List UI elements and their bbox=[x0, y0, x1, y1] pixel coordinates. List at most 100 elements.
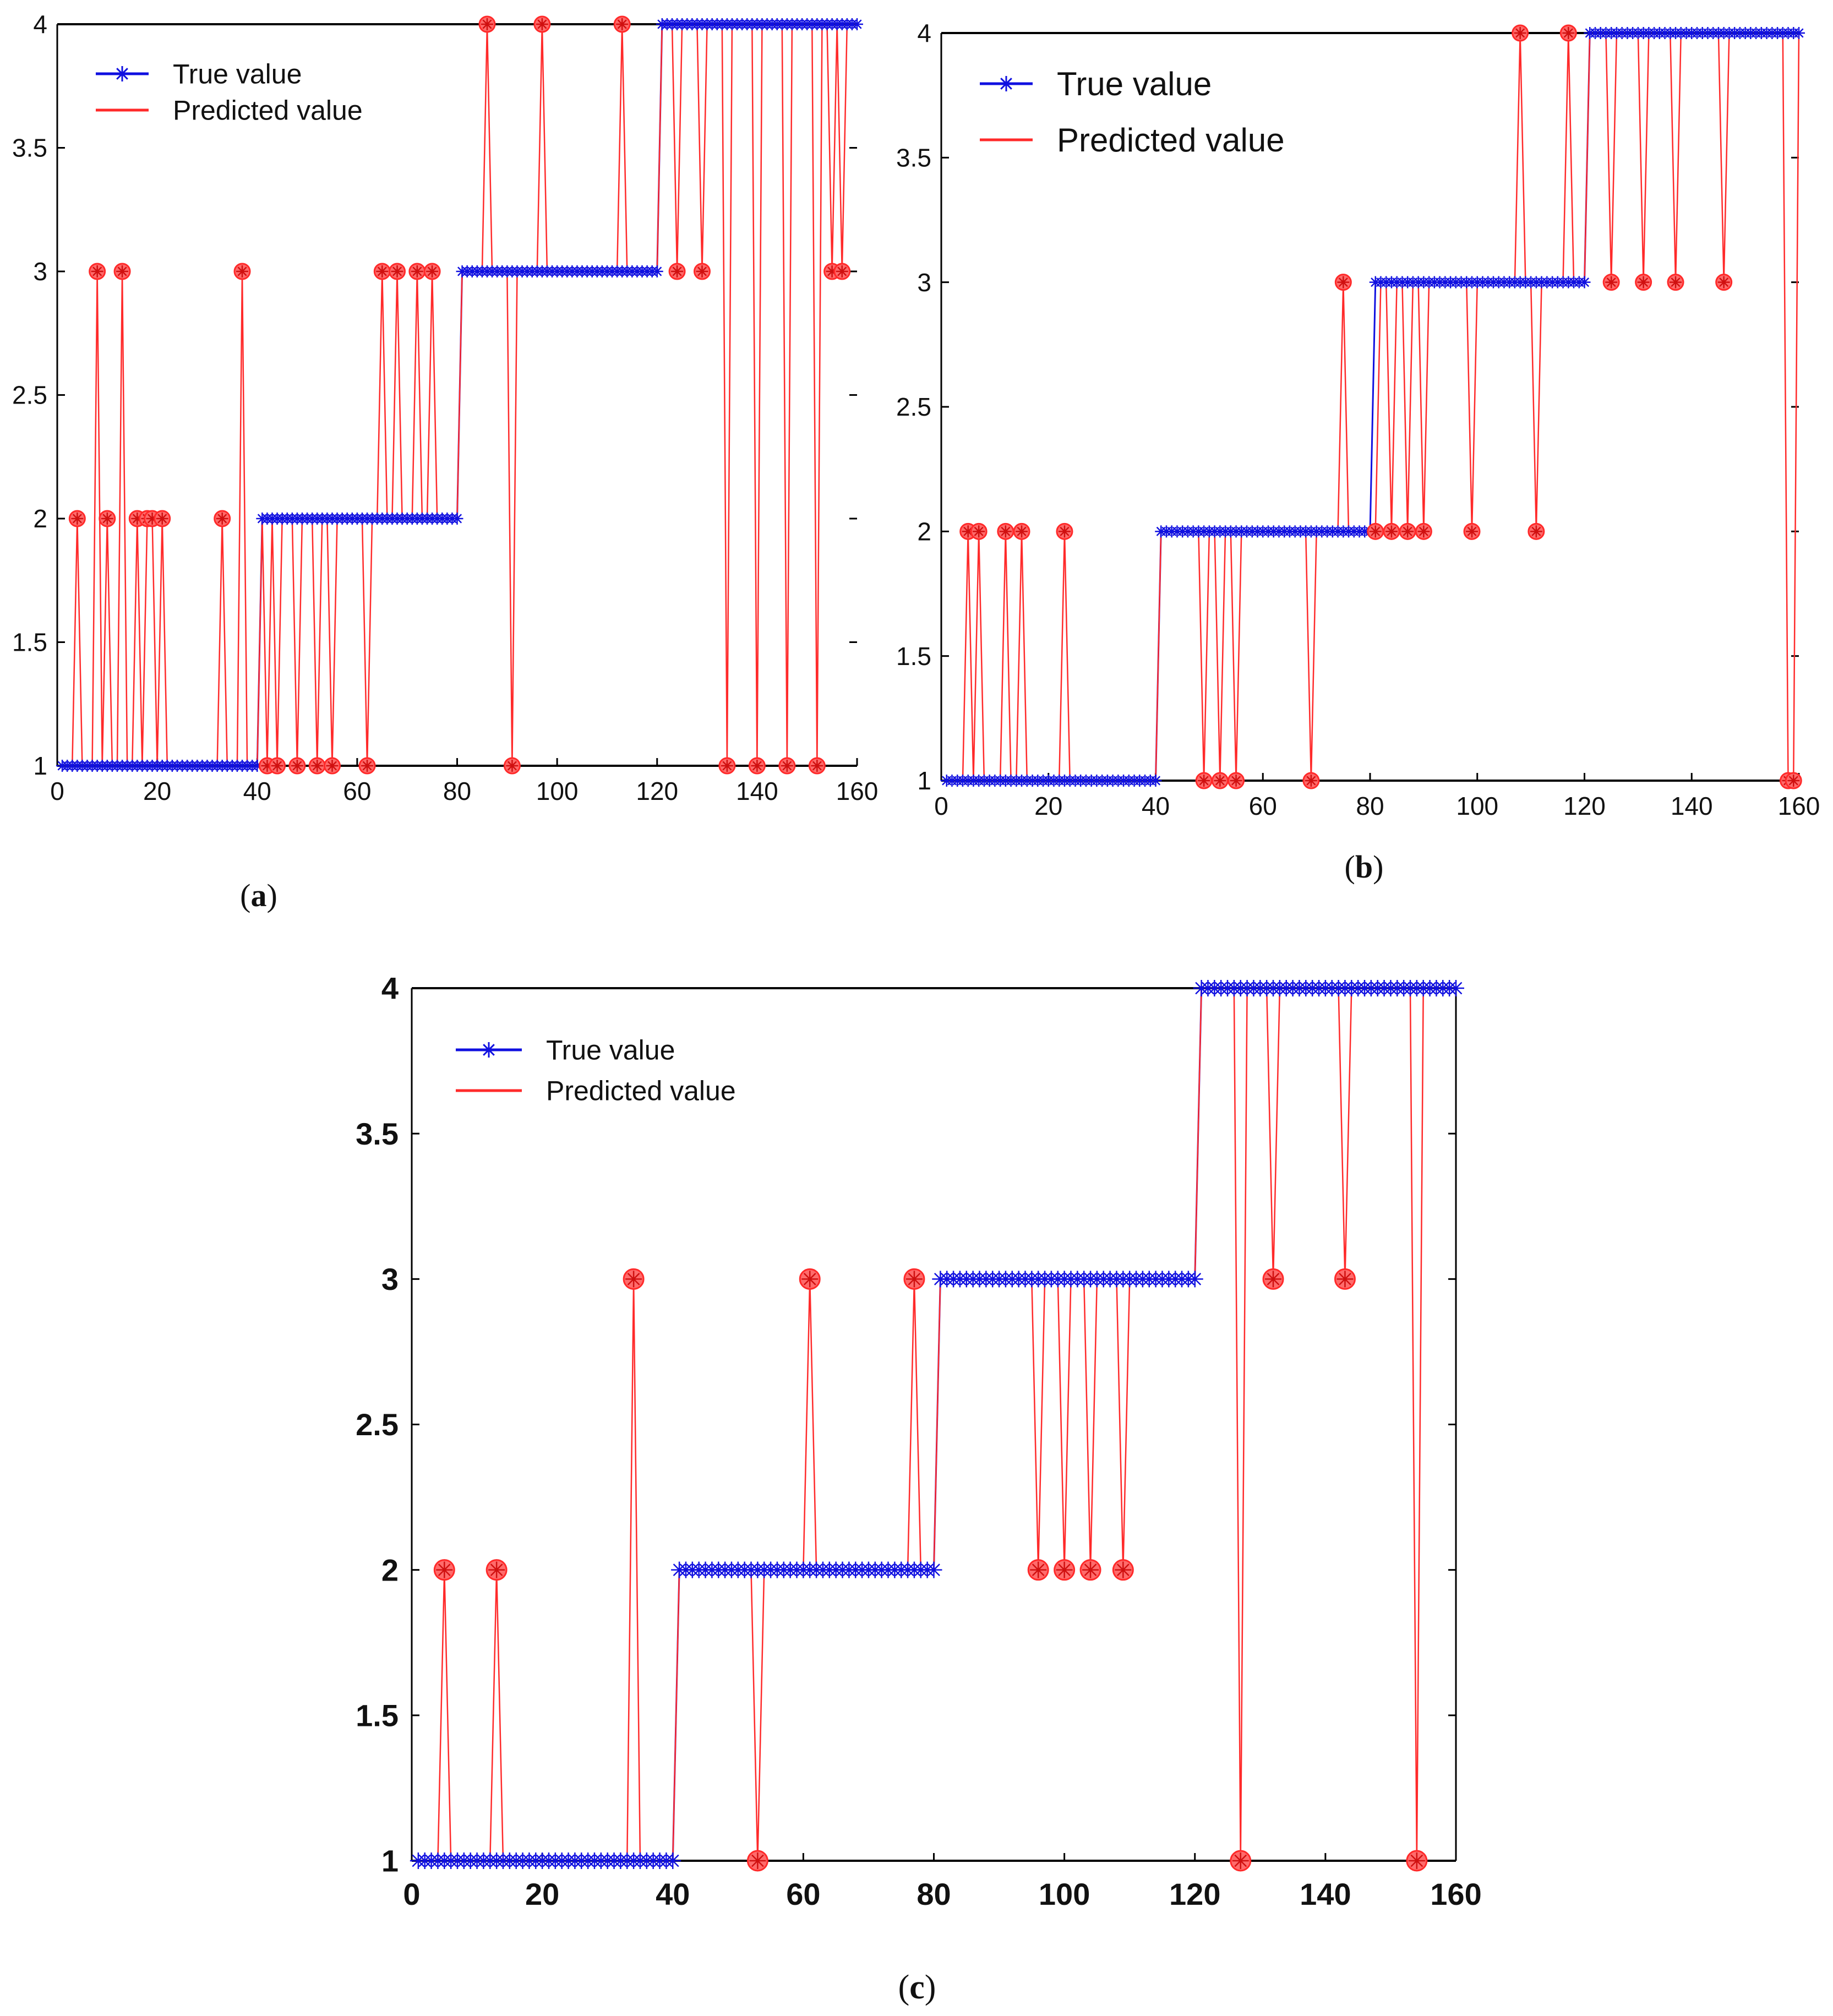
predicted-point bbox=[423, 263, 441, 280]
y-tick-label: 2.5 bbox=[356, 1407, 399, 1442]
true-value-point bbox=[651, 265, 663, 277]
x-tick-label: 20 bbox=[143, 777, 171, 805]
predicted-point bbox=[503, 757, 521, 775]
predicted-markers bbox=[433, 1268, 1428, 1872]
true-value-point bbox=[925, 1561, 942, 1578]
true-value-point bbox=[664, 1852, 681, 1869]
legend-true-marker bbox=[481, 1042, 497, 1058]
panel-title-c: (c) bbox=[898, 1969, 936, 2006]
predicted-point bbox=[1512, 24, 1529, 42]
predicted-point bbox=[1635, 274, 1652, 291]
x-tick-label: 160 bbox=[836, 777, 879, 805]
y-tick-label: 1 bbox=[381, 1844, 399, 1878]
axes-b: 0 20 40 60 80 100 120 140 160 1 1.5 2 2.5 3 3.5 4 bbox=[896, 19, 1820, 820]
legend-true-marker bbox=[999, 76, 1014, 91]
y-tick-label: 1.5 bbox=[12, 628, 47, 657]
predicted-point bbox=[613, 15, 631, 33]
x-tick-label: 0 bbox=[50, 777, 64, 805]
x-tick-label: 80 bbox=[1356, 792, 1384, 820]
predicted-point bbox=[408, 263, 426, 280]
predicted-point bbox=[154, 510, 171, 527]
predicted-point bbox=[89, 263, 106, 280]
x-tick-label: 40 bbox=[243, 777, 271, 805]
predicted-point bbox=[1785, 772, 1802, 789]
series-predicted-line bbox=[62, 23, 857, 767]
predicted-point bbox=[1334, 1268, 1356, 1290]
axes-a: 0 20 40 60 80 100 120 140 160 1 1.5 2 2.5 3 3.5 4 bbox=[12, 10, 878, 805]
predicted-point bbox=[748, 757, 766, 775]
predicted-point bbox=[1079, 1559, 1101, 1581]
predicted-point bbox=[478, 15, 496, 33]
y-tick-label: 2.5 bbox=[896, 393, 931, 421]
predicted-point bbox=[1054, 1559, 1076, 1581]
predicted-point bbox=[485, 1559, 508, 1581]
predicted-point bbox=[1528, 522, 1545, 540]
x-tick-label: 100 bbox=[1456, 792, 1498, 820]
predicted-point bbox=[389, 263, 406, 280]
predicted-point bbox=[808, 757, 826, 775]
predicted-point bbox=[288, 757, 306, 775]
y-tick-label: 3 bbox=[33, 257, 47, 286]
legend-predicted-label: Predicted value bbox=[546, 1076, 736, 1107]
predicted-point bbox=[1027, 1559, 1049, 1581]
y-tick-label: 2 bbox=[381, 1552, 399, 1587]
predicted-point bbox=[746, 1850, 768, 1872]
predicted-point bbox=[433, 1559, 455, 1581]
x-tick-label: 60 bbox=[343, 777, 371, 805]
predicted-point bbox=[308, 757, 326, 775]
chart-panel-b: 0 20 40 60 80 100 120 140 160 1 1.5 2 2.5 3 3.5 4 True v… bbox=[896, 19, 1820, 885]
predicted-point bbox=[1667, 274, 1684, 291]
x-tick-label: 120 bbox=[1563, 792, 1606, 820]
y-tick-label: 3 bbox=[917, 268, 931, 297]
y-tick-label: 3.5 bbox=[896, 143, 931, 172]
chart-panel-a: 0 20 40 60 80 100 120 140 160 1 1.5 2 2.5 3 3.5 4 True v… bbox=[12, 10, 878, 913]
predicted-point bbox=[1056, 522, 1073, 540]
predicted-point bbox=[1383, 522, 1400, 540]
x-tick-label: 100 bbox=[536, 777, 579, 805]
panel-title-b: (b) bbox=[1345, 849, 1384, 885]
y-tick-label: 2.5 bbox=[12, 381, 47, 410]
legend-true-label: True value bbox=[173, 59, 302, 90]
predicted-point bbox=[903, 1268, 925, 1290]
predicted-markers bbox=[959, 24, 1802, 789]
x-tick-label: 40 bbox=[656, 1877, 690, 1911]
predicted-point bbox=[68, 510, 86, 527]
x-tick-label: 80 bbox=[917, 1877, 951, 1911]
y-tick-label: 3 bbox=[381, 1262, 399, 1296]
y-tick-label: 4 bbox=[917, 19, 931, 47]
x-tick-label: 60 bbox=[1249, 792, 1277, 820]
y-tick-label: 2 bbox=[917, 517, 931, 546]
y-tick-label: 3.5 bbox=[356, 1116, 399, 1151]
chart-panel-c: 0 20 40 60 80 100 120 140 160 1 1.5 2 2.5 3 3.5 4 True v… bbox=[356, 971, 1482, 2006]
x-tick-label: 160 bbox=[1430, 1877, 1481, 1911]
predicted-point bbox=[533, 15, 551, 33]
x-tick-label: 20 bbox=[1034, 792, 1062, 820]
x-tick-label: 120 bbox=[1169, 1877, 1220, 1911]
x-tick-label: 0 bbox=[403, 1877, 420, 1911]
legend-predicted-label: Predicted value bbox=[1057, 122, 1285, 159]
legend-b: True value Predicted value bbox=[980, 66, 1285, 159]
x-tick-label: 120 bbox=[636, 777, 678, 805]
predicted-point bbox=[1195, 772, 1213, 789]
axes-c: 0 20 40 60 80 100 120 140 160 1 1.5 2 2.5 3 3.5 4 bbox=[356, 971, 1482, 1911]
true-value-markers bbox=[410, 980, 1464, 1869]
predicted-point bbox=[1230, 1850, 1252, 1872]
y-tick-label: 1.5 bbox=[896, 642, 931, 671]
predicted-point bbox=[233, 263, 251, 280]
predicted-point bbox=[1406, 1850, 1428, 1872]
predicted-point bbox=[668, 263, 686, 280]
x-tick-label: 140 bbox=[736, 777, 778, 805]
predicted-point bbox=[997, 522, 1014, 540]
x-tick-label: 40 bbox=[1142, 792, 1170, 820]
predicted-point bbox=[1415, 522, 1432, 540]
x-tick-label: 140 bbox=[1300, 1877, 1351, 1911]
y-tick-label: 1.5 bbox=[356, 1698, 399, 1732]
true-value-point bbox=[1448, 980, 1464, 996]
predicted-point bbox=[113, 263, 131, 280]
predicted-point bbox=[269, 757, 286, 775]
predicted-point bbox=[1463, 522, 1481, 540]
x-tick-label: 60 bbox=[786, 1877, 820, 1911]
predicted-point bbox=[323, 757, 341, 775]
x-tick-label: 140 bbox=[1671, 792, 1713, 820]
predicted-point bbox=[1013, 522, 1030, 540]
